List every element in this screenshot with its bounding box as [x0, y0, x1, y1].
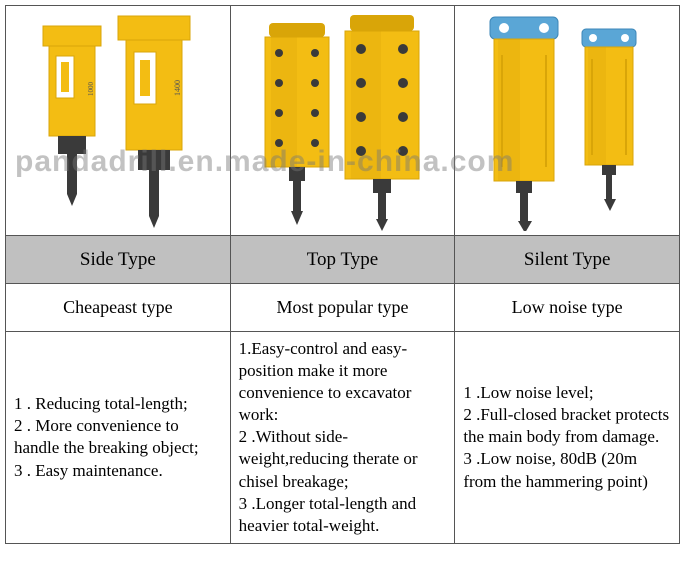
type-label-2: Silent Type	[455, 236, 680, 284]
image-row: 1000 1400	[6, 6, 680, 236]
type-label-0: Side Type	[6, 236, 231, 284]
side-type-illustration: 1000 1400	[13, 11, 223, 231]
type-label-1: Top Type	[230, 236, 455, 284]
desc-1: 1.Easy-control and easy-position make it…	[230, 332, 455, 544]
svg-text:1000: 1000	[87, 81, 95, 96]
subtype-label-2: Low noise type	[455, 284, 680, 332]
image-cell-top	[230, 6, 455, 236]
top-type-illustration	[237, 11, 447, 231]
image-cell-silent	[455, 6, 680, 236]
svg-text:1400: 1400	[173, 80, 182, 96]
type-row: Side Type Top Type Silent Type	[6, 236, 680, 284]
desc-0: 1 . Reducing total-length;2 . More conve…	[6, 332, 231, 544]
silent-type-illustration	[462, 11, 672, 231]
subtype-row: Cheapeast type Most popular type Low noi…	[6, 284, 680, 332]
comparison-table: 1000 1400	[5, 5, 680, 544]
subtype-label-0: Cheapeast type	[6, 284, 231, 332]
desc-row: 1 . Reducing total-length;2 . More conve…	[6, 332, 680, 544]
image-cell-side: 1000 1400	[6, 6, 231, 236]
subtype-label-1: Most popular type	[230, 284, 455, 332]
desc-2: 1 .Low noise level;2 .Full-closed bracke…	[455, 332, 680, 544]
